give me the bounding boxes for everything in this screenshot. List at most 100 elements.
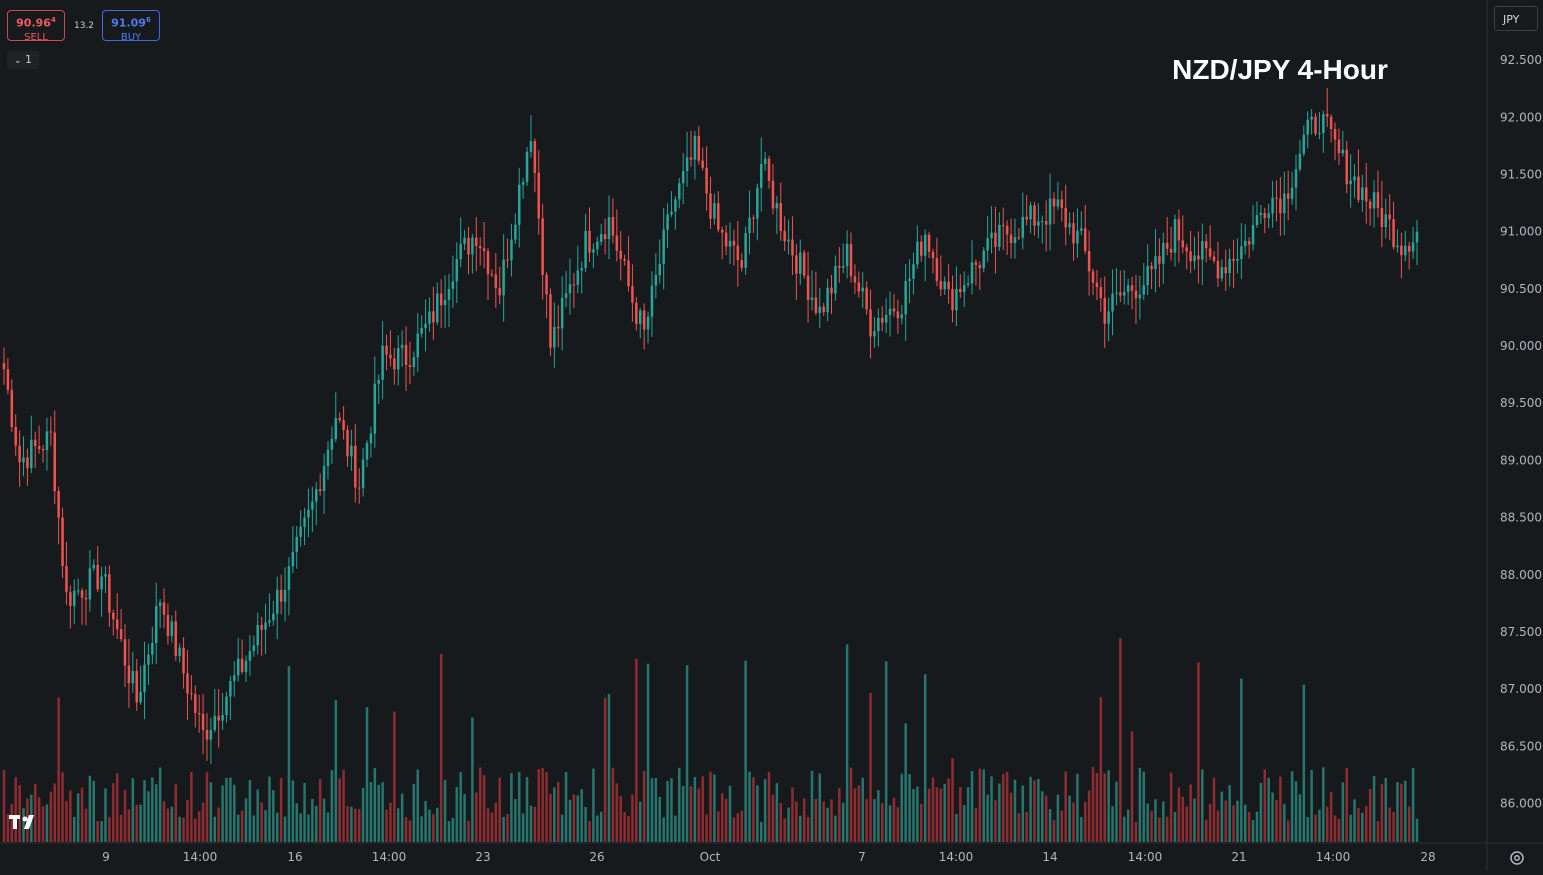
volume-bar [1083,801,1087,842]
volume-bar [108,816,111,842]
candle-body [100,576,103,590]
candle-body [1009,234,1013,244]
candle-body [1325,113,1329,117]
candle-body [272,613,275,621]
volume-bar [1201,769,1204,842]
volume-bar [393,711,396,842]
candle-body [37,446,41,449]
volume-bar [315,805,318,842]
candle-body [877,317,880,332]
candle-body [592,249,595,253]
volume-bar [541,768,544,842]
volume-bar [221,785,224,842]
volume-bar [521,813,525,842]
settings-icon[interactable] [1507,848,1527,868]
candle-body [1025,216,1028,220]
volume-bar [275,812,279,842]
volume-bar [658,796,662,842]
volume-bar [549,793,552,842]
volume-bar [880,803,884,842]
candle-body [521,182,525,185]
candle-body [393,358,396,370]
volume-bar [572,794,576,842]
volume-bar [96,821,99,842]
volume-bar [248,780,252,842]
candle-body [299,526,302,537]
candle-body [416,333,420,358]
volume-bar [1384,778,1388,842]
candle-body [1286,193,1290,199]
volume-bar [947,778,950,842]
volume-bar [1072,802,1075,842]
volume-bar [877,790,880,842]
volume-bar [260,802,263,842]
candle-body [908,278,911,282]
volume-bar [951,758,954,842]
candle-body [810,297,814,300]
indicator-toggle[interactable]: ⌄ 1 [7,51,39,69]
candle-body [888,308,892,315]
candle-body [947,281,950,290]
candle-body [767,158,771,181]
volume-bar [373,768,377,842]
volume-bar [697,788,701,842]
volume-bar [151,777,154,842]
volume-bar [287,666,291,842]
candle-body [467,237,470,255]
volume-bar [568,799,572,842]
candle-body [838,265,841,268]
volume-bar [1138,767,1142,842]
volume-bar [1076,773,1079,842]
candle-body [935,258,939,281]
candle-body [736,245,740,261]
volume-bar [920,803,923,842]
volume-bar [931,777,935,842]
buy-button[interactable]: 91.096 BUY [102,10,160,43]
candle-body [248,651,252,661]
x-tick-label: 16 [287,850,302,864]
volume-bar [451,817,455,842]
volume-bar [502,816,505,842]
candle-body [18,445,21,463]
candle-body [1076,230,1079,244]
candle-body [1220,267,1224,279]
candle-body [197,713,201,715]
volume-bar [514,798,517,842]
volume-bar [346,806,349,842]
candle-body [268,620,271,623]
volume-bar [463,793,466,842]
volume-bar [1396,782,1399,842]
volume-bar [338,778,341,842]
volume-bar [525,776,529,842]
candle-body [1314,116,1317,134]
candle-body [916,241,919,265]
volume-bar [1107,770,1110,842]
volume-bar [143,780,146,842]
candle-body [978,264,982,269]
volume-bar [814,798,818,842]
candle-body [857,282,861,292]
volume-bar [1224,800,1227,842]
candle-body [791,239,794,256]
y-tick-label: 88.500 [1500,511,1542,525]
volume-bar [763,779,767,842]
x-tick-label: 14:00 [372,850,407,864]
candle-body [10,389,14,427]
candle-body [381,345,384,380]
volume-bar [381,782,384,842]
candle-body [517,184,521,225]
volume-bar [681,786,685,842]
volume-bar [6,814,10,842]
candle-body [1357,176,1360,200]
sell-button[interactable]: 90.964 SELL [7,10,65,43]
candle-body [541,218,544,275]
currency-selector[interactable]: JPY [1494,6,1538,31]
candle-body [342,420,345,430]
candle-body [537,172,541,219]
volume-bar [1134,821,1138,842]
y-tick-label: 91.500 [1500,167,1542,181]
volume-bar [1325,806,1329,842]
candle-body [970,262,974,284]
